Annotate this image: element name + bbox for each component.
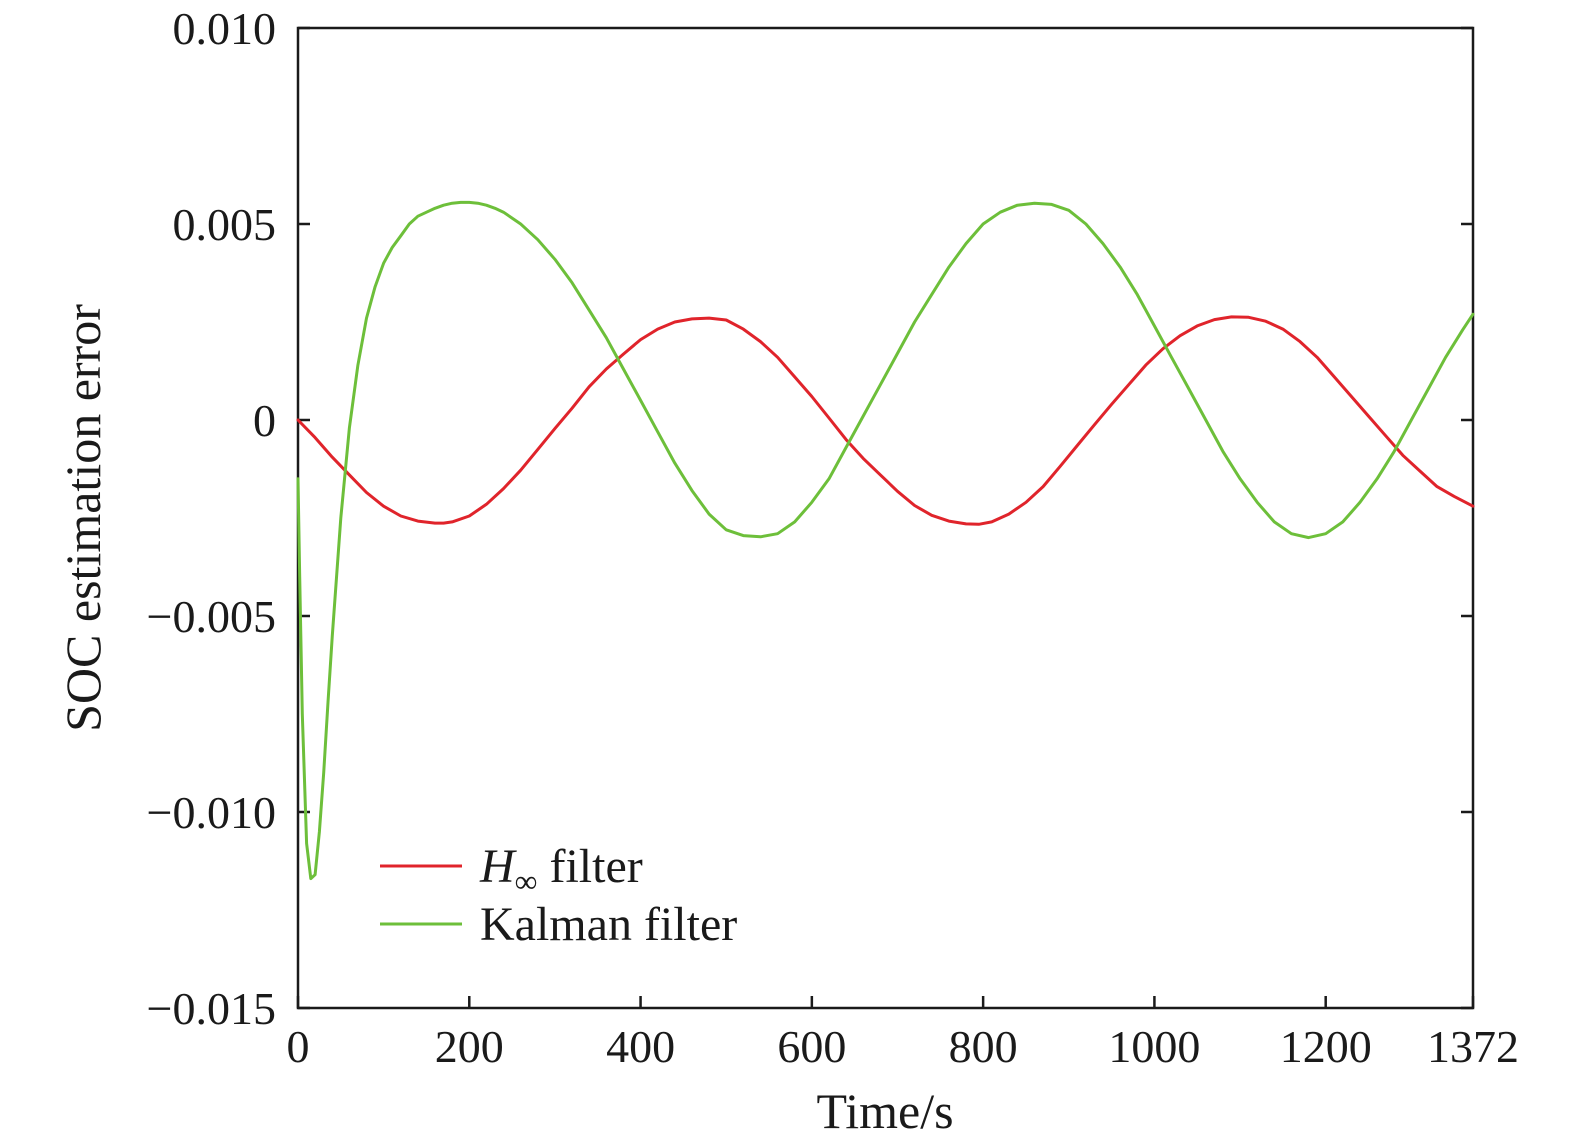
x-tick-label: 1000 [1108, 1021, 1200, 1072]
x-tick-label: 200 [435, 1021, 504, 1072]
x-tick-label: 600 [777, 1021, 846, 1072]
y-tick-label: 0.010 [173, 3, 277, 54]
legend-label-kalman: Kalman filter [480, 898, 737, 951]
plot-frame [296, 26, 1475, 1010]
series-line-hinf-filter [296, 315, 1475, 526]
y-tick-label: −0.010 [147, 787, 276, 838]
legend-hinf-rest: filter [537, 840, 642, 893]
x-tick-label: 800 [949, 1021, 1018, 1072]
y-axis-ticks: 0.010 0.005 0 −0.005 −0.010 −0.015 [147, 3, 1473, 1034]
x-axis-label: Time/s [816, 1083, 953, 1139]
x-tick-label: 1200 [1280, 1021, 1372, 1072]
x-tick-label: 0 [287, 1021, 310, 1072]
y-tick-label: 0 [253, 395, 276, 446]
y-tick-label: 0.005 [173, 199, 277, 250]
legend-hinf-sub: ∞ [515, 863, 538, 899]
legend: H∞ filter Kalman filter [380, 840, 737, 951]
y-tick-label: −0.005 [147, 591, 276, 642]
series-line-kalman-filter [296, 200, 1475, 881]
y-axis-label: SOC estimation error [55, 304, 111, 732]
series-layer [296, 200, 1475, 881]
y-tick-label: −0.015 [147, 983, 276, 1034]
legend-hinf-main: H [479, 840, 517, 893]
x-axis-ticks: 0 200 400 600 800 1000 1200 1372 [287, 996, 1519, 1072]
legend-label-hinf: H∞ filter [479, 840, 643, 899]
x-tick-label: 400 [606, 1021, 675, 1072]
x-tick-label: 1372 [1427, 1021, 1519, 1072]
